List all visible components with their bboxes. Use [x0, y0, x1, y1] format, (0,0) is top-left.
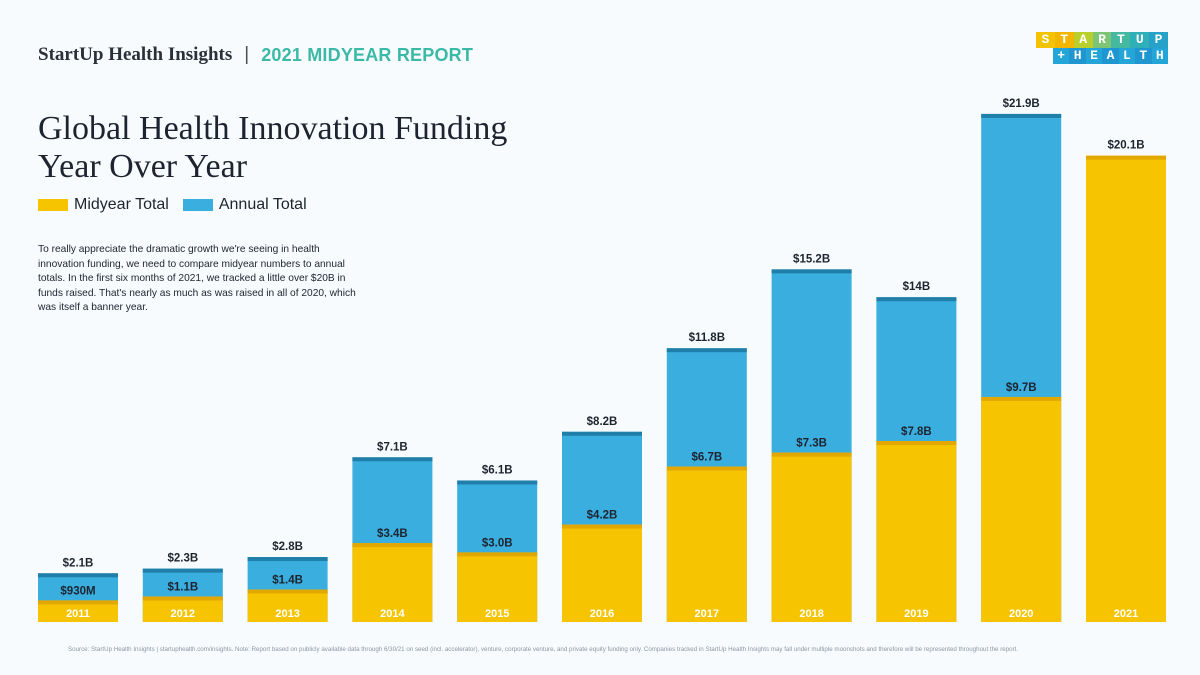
annual-label-2014: $7.1B — [377, 441, 408, 453]
midyear-label-2011: $930M — [60, 585, 95, 597]
source-note: Source: StartUp Health Insights | startu… — [68, 646, 1019, 653]
midyear-label-2019: $7.8B — [901, 426, 932, 438]
year-label-2021: 2021 — [1114, 608, 1138, 620]
annual-bar-cap-2019 — [876, 297, 957, 302]
annual-label-2013: $2.8B — [272, 541, 303, 553]
midyear-bar-2016 — [562, 524, 642, 622]
legend-swatch-midyear — [38, 199, 68, 211]
year-label-2018: 2018 — [799, 608, 823, 620]
midyear-bar-2020 — [981, 396, 1062, 622]
midyear-bar-2011 — [38, 600, 118, 622]
midyear-bar-2018 — [771, 452, 852, 622]
annual-label-2011: $2.1B — [63, 557, 94, 569]
annual-label-2012: $2.3B — [167, 553, 198, 565]
midyear-bar-cap-2015 — [457, 552, 538, 557]
midyear-bar-2015 — [457, 552, 538, 622]
chart-title-line-1: Global Health Innovation Funding — [38, 110, 508, 147]
header-separator: | — [244, 44, 250, 65]
midyear-bar-2012 — [142, 596, 223, 622]
midyear-bar-2021 — [1086, 155, 1166, 622]
brand-name: StartUp Health Insights — [38, 44, 233, 65]
annual-bar-cap-2020 — [981, 113, 1062, 118]
annual-bar-cap-2018 — [771, 269, 852, 274]
midyear-bar-2014 — [352, 543, 433, 622]
year-label-2011: 2011 — [66, 608, 90, 620]
legend-swatch-annual — [182, 199, 213, 211]
midyear-bar-cap-2020 — [981, 396, 1062, 401]
annual-label-2016: $8.2B — [587, 416, 618, 428]
midyear-bar-cap-2011 — [38, 600, 118, 605]
annual-bar-cap-2012 — [142, 568, 223, 573]
chart-title-line-2: Year Over Year — [38, 148, 248, 185]
logo-line-2: + H E A L T H — [1053, 48, 1168, 64]
annual-bar-cap-2013 — [247, 557, 328, 562]
midyear-bar-cap-2013 — [247, 589, 328, 594]
annual-bar-cap-2015 — [457, 480, 538, 485]
midyear-label-2021: $20.1B — [1107, 140, 1144, 152]
midyear-bar-2017 — [666, 466, 747, 622]
midyear-bar-2013 — [247, 589, 328, 622]
year-label-2019: 2019 — [904, 608, 928, 620]
midyear-label-2018: $7.3B — [796, 438, 827, 450]
year-label-2015: 2015 — [485, 608, 509, 620]
year-label-2017: 2017 — [695, 608, 719, 620]
midyear-bar-cap-2019 — [876, 441, 957, 446]
chart-legend: Midyear Total Annual Total — [38, 196, 321, 214]
midyear-label-2015: $3.0B — [482, 537, 513, 549]
annual-bar-cap-2016 — [562, 431, 642, 436]
midyear-bar-cap-2021 — [1086, 155, 1166, 160]
annual-label-2017: $11.8B — [689, 332, 725, 344]
chart-title: Global Health Innovation Funding Year Ov… — [38, 110, 578, 186]
midyear-label-2020: $9.7B — [1006, 382, 1037, 394]
midyear-bar-cap-2018 — [771, 452, 852, 457]
annual-bar-cap-2017 — [666, 348, 747, 353]
midyear-bar-cap-2014 — [352, 543, 433, 548]
annual-label-2015: $6.1B — [482, 464, 513, 476]
midyear-bar-cap-2017 — [666, 466, 747, 471]
annual-label-2018: $15.2B — [793, 253, 830, 265]
annual-label-2020: $21.9B — [1003, 98, 1040, 110]
annual-bar-cap-2011 — [38, 573, 118, 578]
midyear-label-2012: $1.1B — [167, 581, 198, 593]
year-label-2014: 2014 — [380, 608, 405, 620]
midyear-label-2016: $4.2B — [587, 510, 618, 522]
year-label-2016: 2016 — [590, 608, 614, 620]
year-label-2013: 2013 — [275, 608, 299, 620]
annual-label-2019: $14B — [903, 281, 931, 293]
midyear-bar-cap-2012 — [142, 596, 223, 601]
legend-item-midyear: Midyear Total — [38, 196, 169, 214]
year-label-2020: 2020 — [1009, 608, 1033, 620]
year-label-2012: 2012 — [171, 608, 195, 620]
midyear-bar-cap-2016 — [562, 524, 642, 529]
midyear-label-2017: $6.7B — [691, 452, 722, 464]
legend-item-annual: Annual Total — [182, 196, 307, 214]
legend-label-midyear: Midyear Total — [74, 196, 169, 213]
midyear-label-2014: $3.4B — [377, 528, 408, 540]
midyear-bar-2019 — [876, 441, 957, 622]
midyear-label-2013: $1.4B — [272, 575, 303, 587]
header: StartUp Health Insights | 2021 MIDYEAR R… — [38, 44, 473, 66]
description-text: To really appreciate the dramatic growth… — [38, 244, 356, 314]
legend-label-annual: Annual Total — [218, 196, 307, 213]
report-title: 2021 MIDYEAR REPORT — [261, 44, 474, 65]
annual-bar-cap-2014 — [352, 457, 433, 462]
